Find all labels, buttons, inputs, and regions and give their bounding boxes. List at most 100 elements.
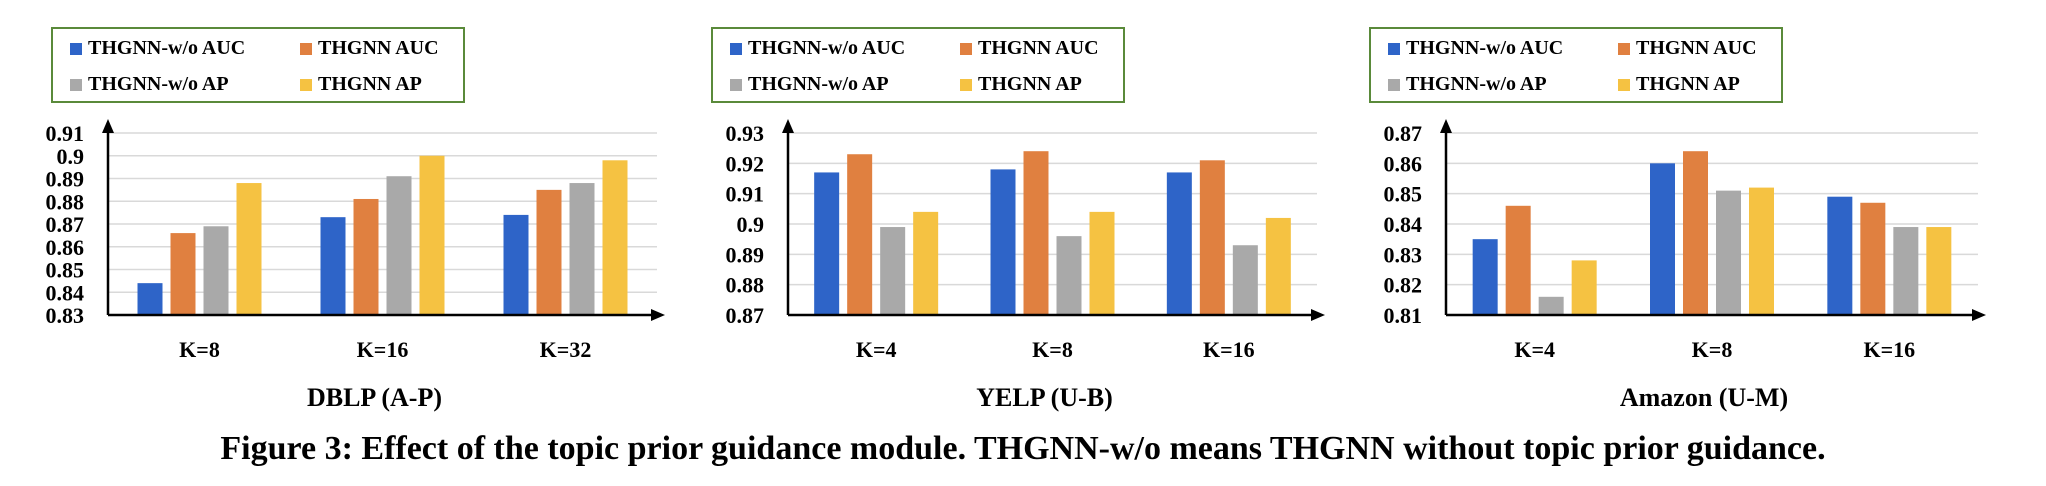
bar-thgnn-auc-k-16 (353, 198, 379, 315)
bar-thgnn-w-o-ap-k-8 (203, 226, 229, 315)
legend-swatch-thgnn-w-o-ap (70, 79, 82, 91)
bar-thgnn-w-o-ap-k-8 (1056, 236, 1082, 315)
bar-thgnn-auc-k-4 (847, 154, 873, 315)
y-tick-label: 0.9 (737, 212, 765, 237)
bar-thgnn-w-o-auc-k-4 (1472, 239, 1498, 315)
figure-caption: Figure 3: Effect of the topic prior guid… (220, 430, 1826, 467)
y-tick-label: 0.88 (46, 189, 85, 214)
bar-thgnn-ap-k-16 (419, 155, 445, 315)
legend-label-thgnn-ap: THGNN AP (318, 73, 422, 95)
chart-title: YELP (U-B) (976, 383, 1113, 412)
legend-swatch-thgnn-ap (300, 79, 312, 91)
chart-title: DBLP (A-P) (307, 383, 442, 412)
legend-box (1369, 27, 1783, 103)
x-tick-label: K=32 (540, 337, 592, 362)
chart-title: Amazon (U-M) (1620, 383, 1788, 412)
y-tick-label: 0.81 (1384, 303, 1423, 328)
bar-thgnn-w-o-ap-k-8 (1716, 190, 1741, 315)
bar-thgnn-ap-k-8 (1089, 211, 1115, 315)
legend-label-thgnn-w-o-ap: THGNN-w/o AP (88, 73, 229, 95)
bar-thgnn-w-o-ap-k-4 (880, 227, 906, 315)
y-tick-label: 0.83 (46, 303, 85, 328)
legend-label-thgnn-auc: THGNN AUC (318, 37, 439, 59)
bar-thgnn-ap-k-4 (913, 211, 939, 315)
legend-swatch-thgnn-auc (300, 43, 312, 55)
bar-thgnn-w-o-ap-k-4 (1538, 296, 1564, 315)
y-tick-label: 0.86 (46, 235, 85, 260)
legend-label-thgnn-ap: THGNN AP (1636, 73, 1740, 95)
x-tick-label: K=16 (1203, 337, 1255, 362)
bar-thgnn-w-o-ap-k-16 (386, 176, 412, 315)
legend-label-thgnn-w-o-ap: THGNN-w/o AP (1406, 73, 1547, 95)
bar-thgnn-w-o-auc-k-32 (503, 214, 529, 315)
y-tick-label: 0.84 (46, 280, 85, 305)
x-axis-arrow (1311, 309, 1325, 321)
bar-thgnn-w-o-auc-k-16 (1827, 196, 1853, 315)
legend: THGNN-w/o AUC THGNN AUC THGNN-w/o AP THGNN … (51, 27, 465, 103)
bar-thgnn-w-o-ap-k-16 (1893, 227, 1919, 315)
bar-thgnn-auc-k-32 (536, 189, 562, 315)
y-tick-label: 0.85 (1384, 182, 1423, 207)
bar-thgnn-w-o-ap-k-16 (1232, 245, 1258, 315)
x-tick-label: K=16 (357, 337, 409, 362)
x-tick-label: K=16 (1864, 337, 1916, 362)
legend-swatch-thgnn-auc (1618, 43, 1630, 55)
y-tick-label: 0.89 (726, 242, 765, 267)
bar-thgnn-auc-k-4 (1505, 205, 1531, 315)
legend-box (51, 27, 465, 103)
y-tick-label: 0.84 (1384, 212, 1423, 237)
legend-swatch-thgnn-ap (1618, 79, 1630, 91)
x-tick-label: K=8 (179, 337, 220, 362)
bar-thgnn-ap-k-8 (236, 183, 262, 315)
legend-swatch-thgnn-w-o-auc (730, 43, 742, 55)
legend-label-thgnn-auc: THGNN AUC (1636, 37, 1757, 59)
legend-box (711, 27, 1125, 103)
x-axis-arrow (1972, 309, 1986, 321)
y-tick-label: 0.92 (726, 151, 765, 176)
y-tick-label: 0.91 (726, 182, 765, 207)
y-tick-label: 0.85 (46, 258, 85, 283)
legend-swatch-thgnn-w-o-auc (70, 43, 82, 55)
legend-label-thgnn-w-o-auc: THGNN-w/o AUC (1406, 37, 1563, 59)
bar-thgnn-w-o-auc-k-8 (990, 169, 1016, 315)
y-tick-label: 0.82 (1384, 273, 1423, 298)
y-axis-arrow (782, 119, 794, 133)
y-tick-label: 0.88 (726, 273, 765, 298)
legend-label-thgnn-w-o-ap: THGNN-w/o AP (748, 73, 889, 95)
bar-thgnn-w-o-ap-k-32 (569, 183, 595, 315)
legend-label-thgnn-auc: THGNN AUC (978, 37, 1099, 59)
legend-swatch-thgnn-ap (960, 79, 972, 91)
x-tick-label: K=4 (1514, 337, 1555, 362)
chart-amazon: THGNN-w/o AUC THGNN AUC THGNN-w/o AP THGNN … (1369, 27, 1986, 412)
bar-thgnn-w-o-auc-k-16 (1166, 172, 1192, 315)
legend-label-thgnn-w-o-auc: THGNN-w/o AUC (748, 37, 905, 59)
y-tick-label: 0.83 (1384, 242, 1423, 267)
y-tick-label: 0.87 (1384, 121, 1423, 146)
bar-thgnn-auc-k-8 (1023, 151, 1049, 315)
bar-thgnn-ap-k-4 (1571, 260, 1597, 315)
y-axis-arrow (1440, 119, 1452, 133)
bar-thgnn-w-o-auc-k-16 (320, 217, 346, 315)
bar-thgnn-ap-k-8 (1749, 187, 1774, 315)
y-tick-label: 0.9 (57, 144, 85, 169)
bar-thgnn-ap-k-32 (602, 160, 628, 315)
bar-thgnn-auc-k-8 (170, 233, 196, 315)
legend-swatch-thgnn-w-o-ap (1388, 79, 1400, 91)
x-tick-label: K=8 (1692, 337, 1733, 362)
y-tick-label: 0.86 (1384, 151, 1423, 176)
bar-thgnn-w-o-auc-k-4 (814, 172, 840, 315)
x-tick-label: K=4 (856, 337, 897, 362)
x-tick-label: K=8 (1032, 337, 1073, 362)
bar-thgnn-ap-k-16 (1265, 217, 1291, 315)
legend-swatch-thgnn-w-o-auc (1388, 43, 1400, 55)
chart-yelp: THGNN-w/o AUC THGNN AUC THGNN-w/o AP THGNN … (711, 27, 1325, 412)
legend: THGNN-w/o AUC THGNN AUC THGNN-w/o AP THGNN … (711, 27, 1125, 103)
y-tick-label: 0.93 (726, 121, 765, 146)
bar-thgnn-w-o-auc-k-8 (1650, 163, 1675, 315)
bar-thgnn-ap-k-16 (1926, 227, 1952, 315)
y-tick-label: 0.87 (46, 212, 85, 237)
y-axis-arrow (102, 119, 114, 133)
legend-swatch-thgnn-auc (960, 43, 972, 55)
bar-thgnn-auc-k-16 (1860, 202, 1886, 315)
